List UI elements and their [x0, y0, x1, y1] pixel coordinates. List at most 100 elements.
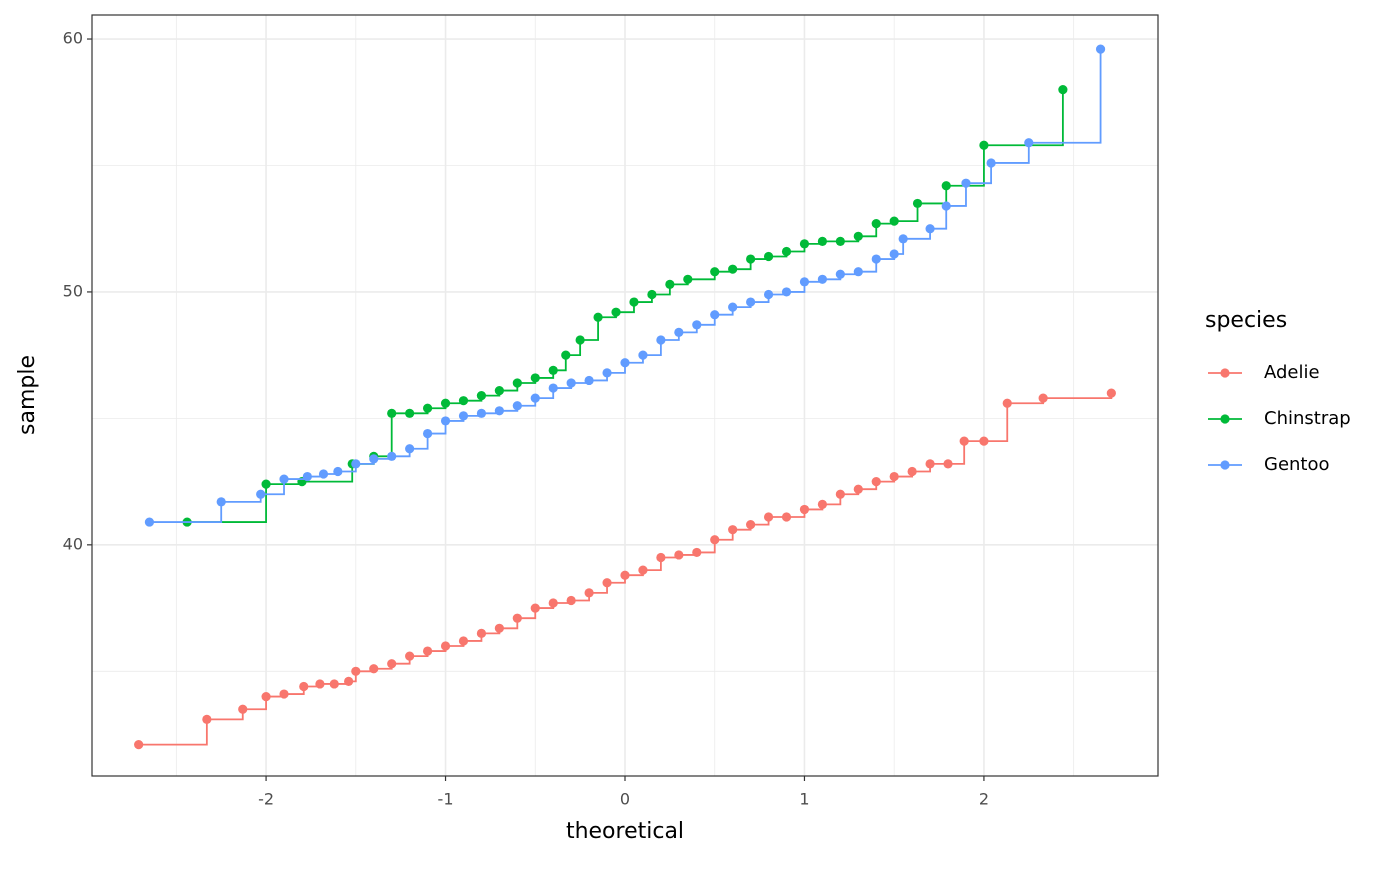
point — [941, 201, 951, 211]
point — [961, 178, 971, 188]
point — [728, 525, 738, 535]
point — [781, 287, 792, 297]
point — [318, 469, 329, 479]
point — [1002, 398, 1012, 408]
point — [665, 279, 675, 289]
point — [1106, 388, 1116, 398]
point — [561, 350, 571, 360]
legend-key-point — [1220, 460, 1230, 470]
point — [853, 484, 863, 494]
point — [405, 651, 415, 661]
point — [781, 512, 792, 522]
point — [871, 219, 881, 229]
point — [925, 459, 935, 469]
point — [647, 289, 657, 300]
point — [530, 373, 540, 383]
point — [422, 646, 433, 656]
point — [907, 466, 917, 477]
legend-key-point — [1220, 414, 1230, 424]
point — [279, 689, 289, 699]
point — [405, 408, 415, 418]
point — [329, 679, 339, 689]
point — [422, 403, 433, 413]
x-tick-label: 0 — [620, 790, 630, 809]
point — [494, 406, 504, 416]
legend-label: Adelie — [1264, 362, 1320, 383]
point — [817, 499, 828, 509]
point — [656, 552, 666, 563]
point — [853, 231, 863, 241]
legend-label: Gentoo — [1264, 454, 1330, 475]
point — [602, 578, 612, 588]
point — [889, 471, 899, 482]
point — [548, 365, 558, 375]
point — [387, 451, 397, 461]
point — [611, 307, 621, 317]
point — [302, 471, 312, 482]
x-tick-label: -2 — [258, 790, 274, 809]
point — [369, 454, 379, 464]
point — [941, 181, 951, 191]
point — [299, 681, 309, 692]
legend-key-point — [1220, 368, 1230, 378]
point — [476, 408, 487, 418]
point — [674, 327, 684, 337]
point — [279, 474, 289, 484]
point — [799, 277, 810, 287]
point — [1024, 138, 1034, 148]
point — [530, 603, 540, 613]
point — [912, 198, 923, 209]
point — [986, 158, 996, 168]
point — [638, 565, 648, 575]
point — [889, 216, 899, 226]
point — [1058, 85, 1068, 95]
point — [440, 398, 451, 408]
point — [620, 358, 630, 368]
point — [593, 312, 603, 322]
point — [566, 378, 576, 388]
point — [799, 504, 810, 515]
point — [638, 350, 648, 360]
point — [351, 666, 361, 676]
point — [333, 466, 343, 477]
point — [387, 408, 397, 418]
point — [458, 636, 469, 646]
point — [835, 489, 845, 499]
point — [512, 378, 522, 388]
point — [315, 679, 325, 689]
x-axis-title: theoretical — [566, 819, 684, 844]
point — [548, 383, 558, 393]
point — [817, 236, 828, 246]
point — [781, 246, 792, 257]
point — [144, 517, 155, 527]
point — [512, 401, 522, 411]
point — [584, 375, 594, 386]
point — [548, 598, 558, 608]
point — [835, 236, 845, 246]
y-axis-title: sample — [15, 355, 40, 435]
point — [763, 251, 774, 262]
point — [494, 623, 504, 633]
point — [889, 249, 899, 259]
point — [871, 254, 881, 264]
point — [728, 264, 738, 274]
point — [979, 140, 989, 150]
point — [530, 393, 540, 403]
point — [674, 550, 684, 560]
point — [763, 512, 774, 522]
point — [629, 297, 639, 307]
point — [746, 254, 756, 264]
point — [458, 411, 469, 421]
point — [871, 477, 881, 487]
y-tick-label: 60 — [63, 29, 83, 48]
point — [925, 224, 935, 234]
point — [710, 267, 720, 277]
point — [387, 659, 397, 669]
point — [440, 416, 451, 426]
point — [422, 428, 433, 439]
x-tick-label: 2 — [979, 790, 989, 809]
point — [746, 520, 756, 530]
y-tick-label: 50 — [63, 281, 83, 300]
point — [959, 436, 969, 446]
